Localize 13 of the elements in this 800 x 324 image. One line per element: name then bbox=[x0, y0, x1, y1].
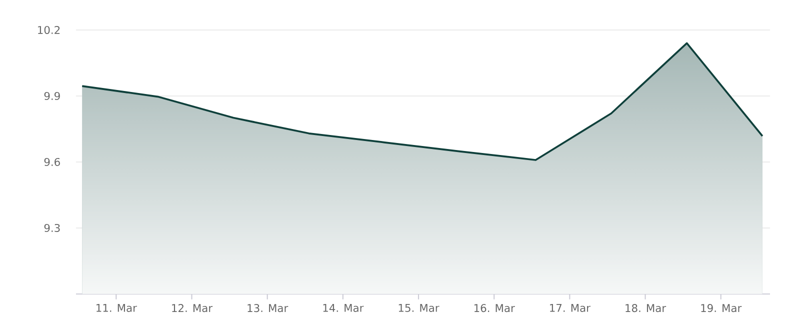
x-tick-label: 19. Mar bbox=[701, 304, 742, 312]
x-tick-label: 17. Mar bbox=[550, 304, 590, 312]
x-tick-label: 16. Mar bbox=[474, 304, 515, 312]
x-tick-label: 13. Mar bbox=[248, 304, 288, 312]
y-tick-label: 9.3 bbox=[44, 224, 60, 232]
y-tick-label: 9.6 bbox=[44, 158, 60, 166]
x-tick-label: 18. Mar bbox=[626, 304, 666, 312]
x-tick-label: 15. Mar bbox=[398, 304, 440, 312]
x-tick-label: 11. Mar bbox=[96, 304, 137, 312]
y-tick-label: 10.2 bbox=[38, 26, 60, 34]
y-tick-label: 9.9 bbox=[44, 92, 60, 100]
x-tick-label: 12. Mar bbox=[172, 304, 213, 312]
x-tick-label: 14. Mar bbox=[323, 304, 364, 312]
